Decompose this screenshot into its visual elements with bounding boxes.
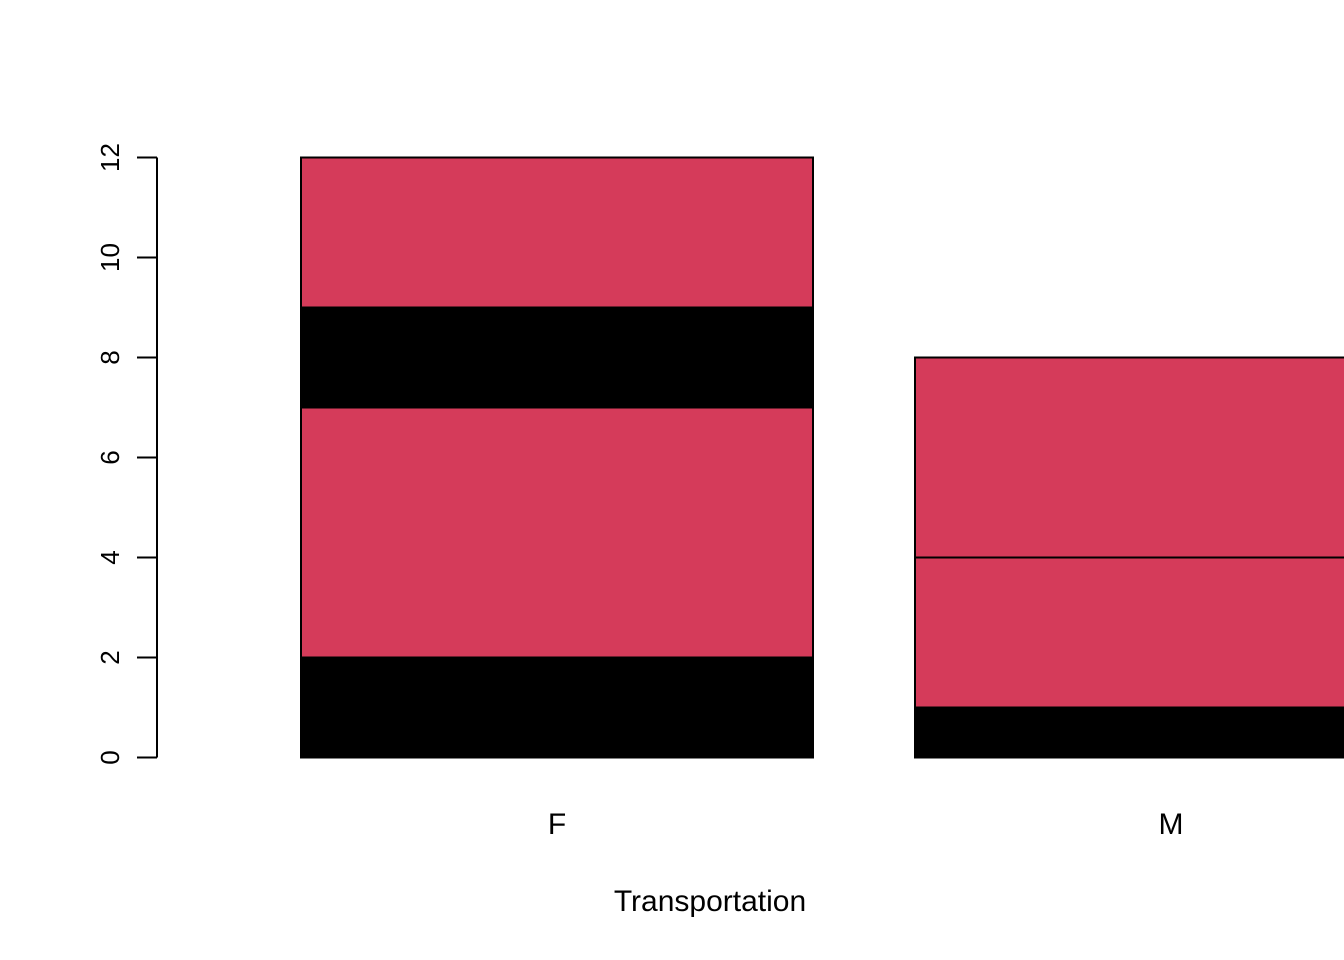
bar-segment	[914, 556, 1344, 709]
bar-segment	[300, 406, 814, 659]
bar-F	[300, 156, 814, 759]
y-tick-label: 10	[95, 243, 125, 272]
y-axis: 0 2 4 6 8 10 12	[95, 143, 158, 765]
bar-M	[914, 356, 1344, 759]
bars	[300, 156, 1344, 759]
y-tick-label: 8	[95, 350, 125, 364]
category-label: M	[1159, 808, 1184, 841]
bar-segment	[914, 706, 1344, 759]
x-axis-title: Transportation	[614, 885, 806, 918]
y-tick-label: 0	[95, 750, 125, 764]
y-tick-label: 6	[95, 450, 125, 464]
category-label: F	[548, 808, 566, 841]
y-tick-label: 4	[95, 550, 125, 564]
bar-segment	[300, 156, 814, 309]
y-tick-label: 12	[95, 143, 125, 172]
bar-segment	[300, 306, 814, 409]
bar-segment	[914, 356, 1344, 559]
bar-segment	[300, 656, 814, 759]
y-tick-label: 2	[95, 650, 125, 664]
